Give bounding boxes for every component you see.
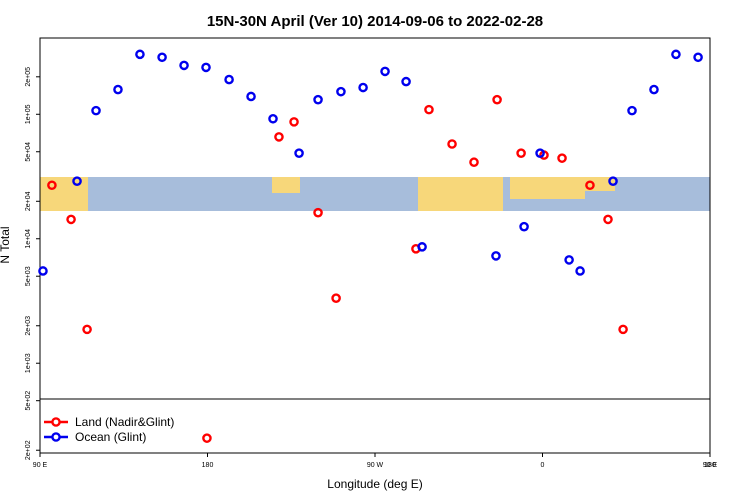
y-tick-label: 5e+03 bbox=[25, 266, 32, 286]
data-point bbox=[618, 324, 628, 335]
data-point bbox=[627, 105, 637, 116]
data-point bbox=[358, 82, 368, 93]
data-point bbox=[603, 214, 613, 225]
data-point bbox=[294, 148, 304, 158]
data-point bbox=[157, 52, 167, 63]
data-point bbox=[535, 148, 545, 158]
data-point bbox=[331, 293, 341, 303]
y-tick-label: 2e+04 bbox=[25, 191, 32, 211]
data-point bbox=[575, 266, 585, 276]
data-point bbox=[417, 242, 427, 252]
data-point bbox=[424, 104, 434, 115]
data-point bbox=[135, 49, 145, 60]
data-point bbox=[649, 84, 659, 95]
data-point bbox=[179, 60, 189, 71]
data-point bbox=[224, 74, 234, 85]
data-point bbox=[469, 157, 479, 168]
data-point bbox=[492, 94, 502, 105]
legend-marker bbox=[51, 417, 61, 427]
data-point bbox=[72, 176, 82, 186]
data-point bbox=[313, 94, 323, 105]
data-point bbox=[519, 221, 529, 232]
data-point bbox=[313, 207, 323, 218]
data-point bbox=[585, 180, 595, 191]
data-point bbox=[491, 251, 501, 261]
x-tick-label: 180 bbox=[704, 462, 716, 469]
y-tick-label: 5e+04 bbox=[25, 142, 32, 162]
data-point bbox=[113, 84, 123, 95]
x-tick-label: 180 bbox=[202, 462, 214, 469]
data-point bbox=[268, 113, 278, 124]
x-tick-label: 90 E bbox=[33, 462, 48, 469]
data-point bbox=[246, 91, 256, 102]
data-point bbox=[91, 105, 101, 116]
x-tick-label: 0 bbox=[541, 462, 545, 469]
data-point bbox=[336, 86, 346, 97]
data-point bbox=[557, 153, 567, 163]
x-tick-label: 90 E bbox=[703, 462, 718, 469]
data-point bbox=[516, 148, 526, 158]
data-point bbox=[66, 214, 76, 225]
data-point bbox=[671, 49, 681, 60]
data-point bbox=[82, 324, 92, 335]
data-point bbox=[447, 139, 457, 149]
data-point bbox=[47, 180, 57, 191]
y-axis-label: N Total bbox=[0, 226, 12, 263]
plot-frame bbox=[39, 37, 711, 454]
data-point bbox=[274, 132, 284, 142]
data-point bbox=[289, 117, 299, 127]
legend-marker bbox=[51, 432, 61, 442]
y-tick-label: 2e+02 bbox=[25, 440, 32, 460]
y-tick-label: 2e+05 bbox=[25, 67, 32, 87]
data-point bbox=[608, 176, 618, 186]
legend-label: Ocean (Glint) bbox=[75, 430, 146, 444]
data-point bbox=[401, 76, 411, 87]
chart-title: 15N-30N April (Ver 10) 2014-09-06 to 202… bbox=[207, 13, 543, 30]
data-point bbox=[201, 62, 211, 73]
data-point bbox=[564, 255, 574, 265]
data-point bbox=[693, 52, 703, 63]
legend-label: Land (Nadir&Glint) bbox=[75, 415, 174, 429]
y-tick-label: 5e+02 bbox=[25, 391, 32, 411]
y-tick-label: 2e+03 bbox=[25, 316, 32, 336]
data-point bbox=[380, 66, 390, 77]
x-axis-label: Longitude (deg E) bbox=[327, 477, 422, 491]
x-tick-label: 90 W bbox=[367, 462, 384, 469]
y-tick-label: 1e+03 bbox=[25, 353, 32, 373]
y-tick-label: 1e+04 bbox=[25, 229, 32, 249]
data-point bbox=[38, 266, 48, 276]
y-tick-label: 1e+05 bbox=[25, 104, 32, 124]
data-point bbox=[202, 433, 212, 443]
